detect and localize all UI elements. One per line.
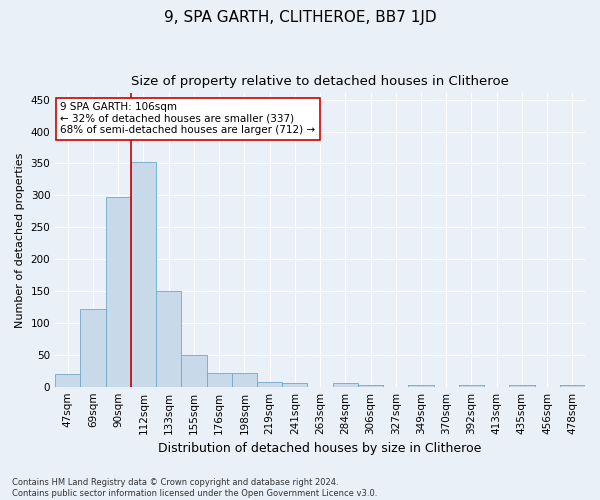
Text: 9 SPA GARTH: 106sqm
← 32% of detached houses are smaller (337)
68% of semi-detac: 9 SPA GARTH: 106sqm ← 32% of detached ho… — [61, 102, 316, 136]
Bar — [232, 372, 257, 386]
Bar — [332, 384, 358, 386]
Bar — [106, 198, 131, 386]
Title: Size of property relative to detached houses in Clitheroe: Size of property relative to detached ho… — [131, 75, 509, 88]
Y-axis label: Number of detached properties: Number of detached properties — [15, 152, 25, 328]
Text: 9, SPA GARTH, CLITHEROE, BB7 1JD: 9, SPA GARTH, CLITHEROE, BB7 1JD — [164, 10, 436, 25]
Bar — [257, 382, 282, 386]
Bar — [206, 372, 232, 386]
Bar — [282, 383, 307, 386]
Bar — [560, 385, 585, 386]
Bar — [459, 385, 484, 386]
Bar — [181, 355, 206, 386]
Bar — [156, 291, 181, 386]
Text: Contains HM Land Registry data © Crown copyright and database right 2024.
Contai: Contains HM Land Registry data © Crown c… — [12, 478, 377, 498]
Bar — [55, 374, 80, 386]
X-axis label: Distribution of detached houses by size in Clitheroe: Distribution of detached houses by size … — [158, 442, 482, 455]
Bar — [80, 309, 106, 386]
Bar — [131, 162, 156, 386]
